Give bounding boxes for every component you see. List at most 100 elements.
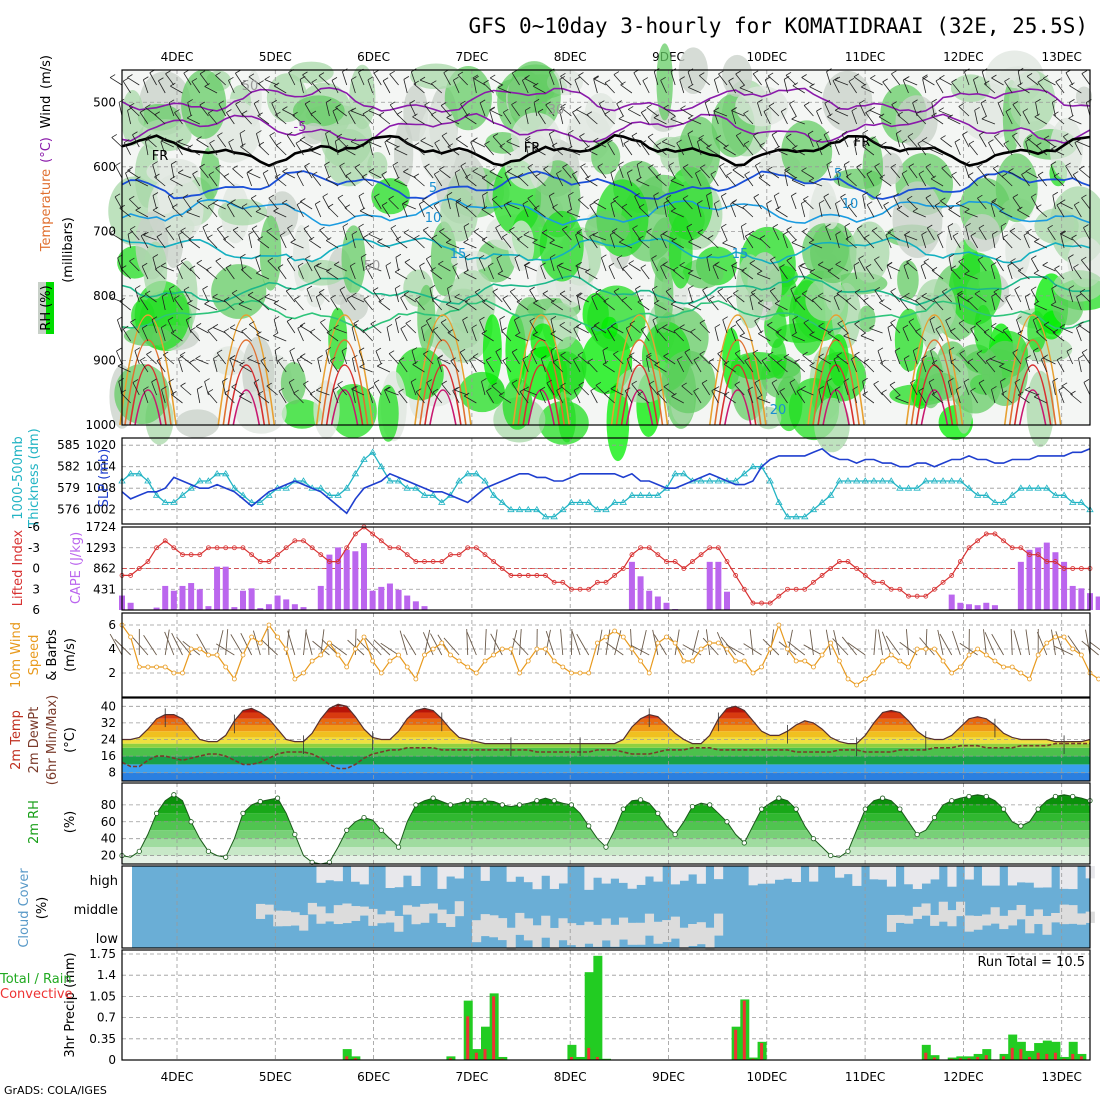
wind-barb [519,391,529,404]
thickness-marker [714,477,723,484]
wind-barb [253,103,261,117]
wind-barb-flag [1010,258,1016,262]
wind-barb-flag [935,325,942,330]
wind-barb [616,258,624,272]
warm-contour [625,389,654,426]
wind-barb [994,136,1004,148]
wind-barb-flag [706,253,713,258]
wind-barb [670,303,684,311]
wind-barb-flag [870,74,876,79]
wind-barb [492,291,503,303]
wind-barb-flag [188,236,194,240]
wind-barb [307,149,321,156]
wind-barb [874,166,883,179]
wind-barb-flag [395,236,402,240]
wind-barb-flag [974,106,980,111]
wind-barb [699,167,711,179]
wind-barb [550,301,564,311]
wind10-marker [569,670,574,676]
wind10-marker [543,646,548,652]
wind-barb [1017,85,1030,94]
wind-barb-flag [230,354,236,359]
wind-barb [1017,333,1030,342]
rh-shade [539,210,584,282]
wind-barb-flag [186,114,193,119]
wind-barb [135,209,149,218]
wind-barb-flag [127,107,133,111]
wind-barb-flag [566,208,573,213]
wind-barb-flag [574,76,581,81]
wind-barb-flag [550,346,557,351]
wind-barb [875,196,883,210]
wind-barb [862,195,866,210]
wind-barb-flag [915,297,921,301]
wind-barb-flag [419,76,426,81]
cloud-clear-high [1025,866,1035,883]
wind-barb [145,141,149,156]
wind-barb [622,268,633,280]
wind-barb [693,359,702,373]
wind-barb [672,269,685,280]
day-label-bottom: 13DEC [1041,1070,1081,1084]
wind-barb-flag [801,74,807,78]
wind-barb-flag [719,162,725,167]
wind-barb-flag [646,228,652,233]
wind-barb-flag [257,236,263,240]
contour-label: 30 [548,103,565,118]
rh2m-marker [810,836,817,842]
wind-barb [459,352,469,365]
cloud-clear-mid [325,913,335,922]
upper-ytick: 900 [93,353,116,367]
cloud-clear-low [662,920,672,943]
wind-barb-flag [503,201,510,206]
cloud-clear-mid [886,914,897,932]
wind-barb-flag [968,140,975,145]
chart-title: GFS 0~10day 3-hourly for KOMATIDRAAI (32… [468,14,1088,38]
wind-barb-flag [578,72,584,76]
wind-barb-flag [158,77,164,82]
cloud-clear-high [748,866,758,886]
wind-barb-flag [319,289,325,293]
wind-barb [759,238,771,249]
wind-barb [851,110,858,125]
wind-barb [590,328,598,342]
wind-barb [1042,264,1056,272]
wind-barb [965,226,970,241]
wind-barb-flag [928,378,935,383]
precip-total-bar [567,1044,577,1060]
lifted-index-marker [327,559,332,564]
wind10-marker [992,658,998,664]
wind-barb-flag [432,388,439,393]
wind-barb-flag [524,75,530,79]
precip-total-bar [584,972,594,1060]
wind-barb-flag [632,225,638,229]
wind-barb-flag [431,234,438,239]
wind-barb-flag [1042,354,1049,359]
wind-barb-flag [619,130,625,134]
li-ytick: -3 [28,541,40,555]
cloud-clear-low [549,927,559,950]
lifted-index-marker [690,559,695,564]
temperature-title: Temperature [39,169,54,252]
wind-barb-flag [132,379,139,383]
wind-barb-flag [626,324,632,329]
wind-barb-flag [351,292,357,297]
wind-barb [602,363,615,373]
wind-barb [257,115,270,125]
wind10-marker [214,652,220,658]
wind-barb [720,227,728,241]
wind-barb-flag [714,76,720,80]
wind-barb-flag [871,227,878,231]
wind-barb [551,145,564,156]
wind-barb-flag [146,351,152,355]
wind-barb [693,390,702,404]
lifted-index-marker [180,552,185,558]
wind-barb-flag [145,134,152,139]
wind-barb [1068,118,1082,125]
wind-barb [593,78,607,86]
cloud-clear-high [878,866,888,880]
li-ytick: 3 [32,582,40,596]
wind-barb [503,204,512,218]
temp-ytick: 8 [108,766,116,780]
wind-barb [257,239,270,249]
